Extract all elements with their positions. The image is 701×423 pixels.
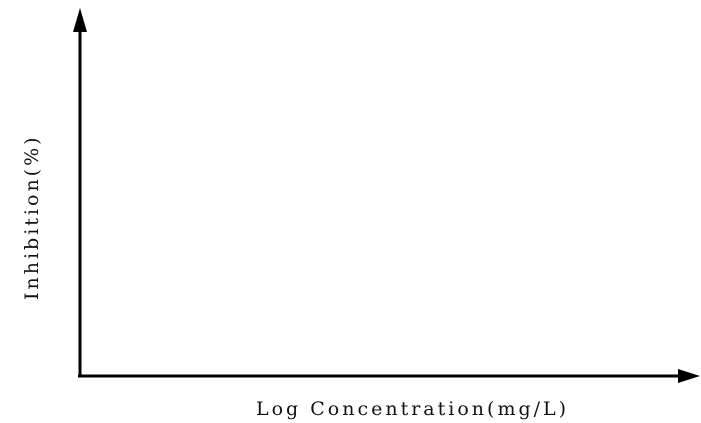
plot-area: Log Concentration(mg/L) Inhibition(%) xyxy=(21,8,700,420)
x-axis-label: Log Concentration(mg/L) xyxy=(256,398,569,420)
y-axis-label: Inhibition(%) xyxy=(21,134,43,300)
x-axis-arrow-icon xyxy=(678,369,700,383)
y-axis-arrow-icon xyxy=(73,8,87,32)
